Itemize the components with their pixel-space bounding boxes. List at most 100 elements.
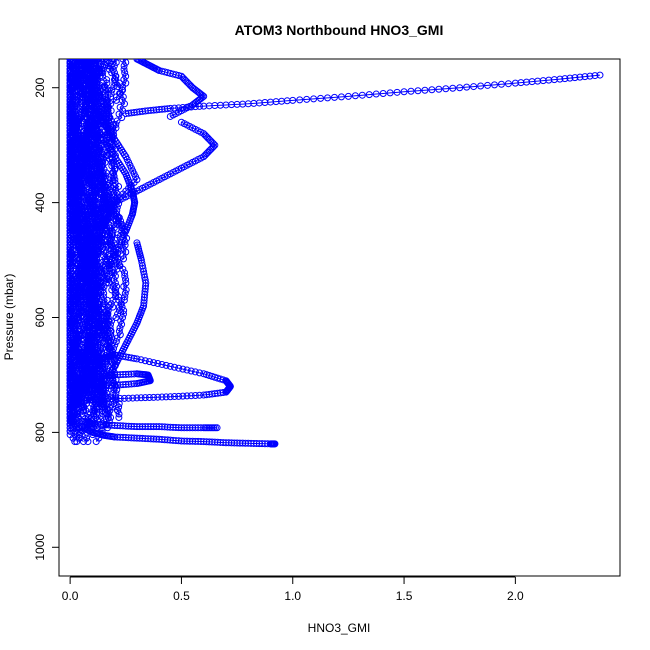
- data-point: [84, 169, 92, 177]
- data-point: [71, 155, 79, 163]
- data-point: [84, 196, 92, 204]
- data-point: [100, 238, 108, 246]
- data-point: [105, 410, 113, 418]
- data-point: [89, 114, 97, 122]
- data-point: [84, 299, 92, 307]
- data-point: [71, 145, 79, 153]
- x-tick-label: 1.0: [284, 589, 301, 603]
- data-point: [117, 317, 125, 325]
- data-point: [66, 251, 74, 259]
- data-point: [104, 413, 112, 421]
- data-point: [111, 341, 119, 349]
- data-point: [120, 231, 128, 239]
- data-point: [106, 234, 114, 242]
- data-point: [77, 397, 85, 405]
- data-point: [66, 83, 74, 91]
- data-point: [77, 179, 85, 187]
- data-point: [68, 193, 76, 201]
- data-point: [129, 394, 137, 402]
- data-point: [82, 262, 90, 270]
- data-point: [74, 131, 82, 139]
- data-point: [125, 109, 133, 117]
- data-point: [66, 138, 74, 146]
- data-point: [73, 438, 81, 446]
- data-point: [213, 424, 221, 432]
- data-point: [100, 165, 108, 173]
- data-point: [83, 103, 91, 111]
- data-point: [78, 183, 86, 191]
- data-point: [89, 131, 97, 139]
- data-point: [66, 293, 74, 301]
- data-point: [74, 238, 82, 246]
- data-point: [90, 269, 98, 277]
- data-point: [73, 138, 81, 146]
- data-point: [191, 368, 199, 376]
- data-point: [66, 282, 74, 290]
- data-point: [66, 307, 74, 315]
- data-point: [97, 282, 105, 290]
- data-point: [77, 296, 85, 304]
- data-point: [110, 183, 118, 191]
- data-point: [365, 91, 373, 99]
- data-point: [80, 152, 88, 160]
- data-point: [78, 65, 86, 73]
- data-point: [66, 93, 74, 101]
- data-point: [66, 289, 74, 297]
- data-point: [117, 220, 125, 228]
- data-point: [112, 210, 120, 218]
- data-point: [112, 395, 120, 403]
- data-point: [571, 74, 579, 82]
- data-point: [75, 276, 83, 284]
- data-point: [66, 245, 74, 253]
- data-point: [119, 251, 127, 259]
- data-point: [77, 312, 85, 320]
- x-tick-label: 0.5: [173, 589, 190, 603]
- data-point: [71, 372, 79, 380]
- data-point: [100, 186, 108, 194]
- data-point: [122, 279, 130, 287]
- data-point: [120, 65, 128, 73]
- data-point: [66, 265, 74, 273]
- data-point: [120, 394, 128, 402]
- data-point: [104, 407, 112, 415]
- data-point: [84, 127, 92, 135]
- data-point: [66, 120, 74, 128]
- data-point: [303, 95, 311, 103]
- data-point: [74, 241, 82, 249]
- data-point: [110, 189, 118, 197]
- data-point: [91, 189, 99, 197]
- data-point: [81, 320, 89, 328]
- data-point: [66, 279, 74, 287]
- data-point: [88, 389, 96, 397]
- data-point: [79, 279, 87, 287]
- data-point: [72, 152, 80, 160]
- data-point: [428, 86, 436, 94]
- data-point: [112, 389, 120, 397]
- data-point: [83, 434, 91, 442]
- data-point: [112, 72, 120, 80]
- data-point: [317, 94, 325, 102]
- data-point: [566, 74, 574, 82]
- data-point: [88, 155, 96, 163]
- data-point: [66, 158, 74, 166]
- y-tick-label: 1000: [33, 534, 47, 561]
- data-point: [414, 87, 422, 95]
- data-point: [73, 282, 81, 290]
- data-point: [120, 307, 128, 315]
- data-point: [463, 83, 471, 91]
- data-point: [79, 251, 87, 259]
- data-point: [111, 256, 119, 264]
- data-point: [561, 75, 569, 83]
- data-point: [117, 300, 125, 308]
- data-point: [90, 65, 98, 73]
- data-point: [442, 85, 450, 93]
- profile-line: [69, 59, 127, 442]
- data-point: [133, 355, 141, 363]
- data-point: [82, 59, 90, 63]
- data-point: [85, 203, 93, 211]
- data-point: [120, 62, 128, 70]
- data-point: [66, 317, 74, 325]
- data-point: [91, 407, 99, 415]
- data-point: [88, 118, 96, 126]
